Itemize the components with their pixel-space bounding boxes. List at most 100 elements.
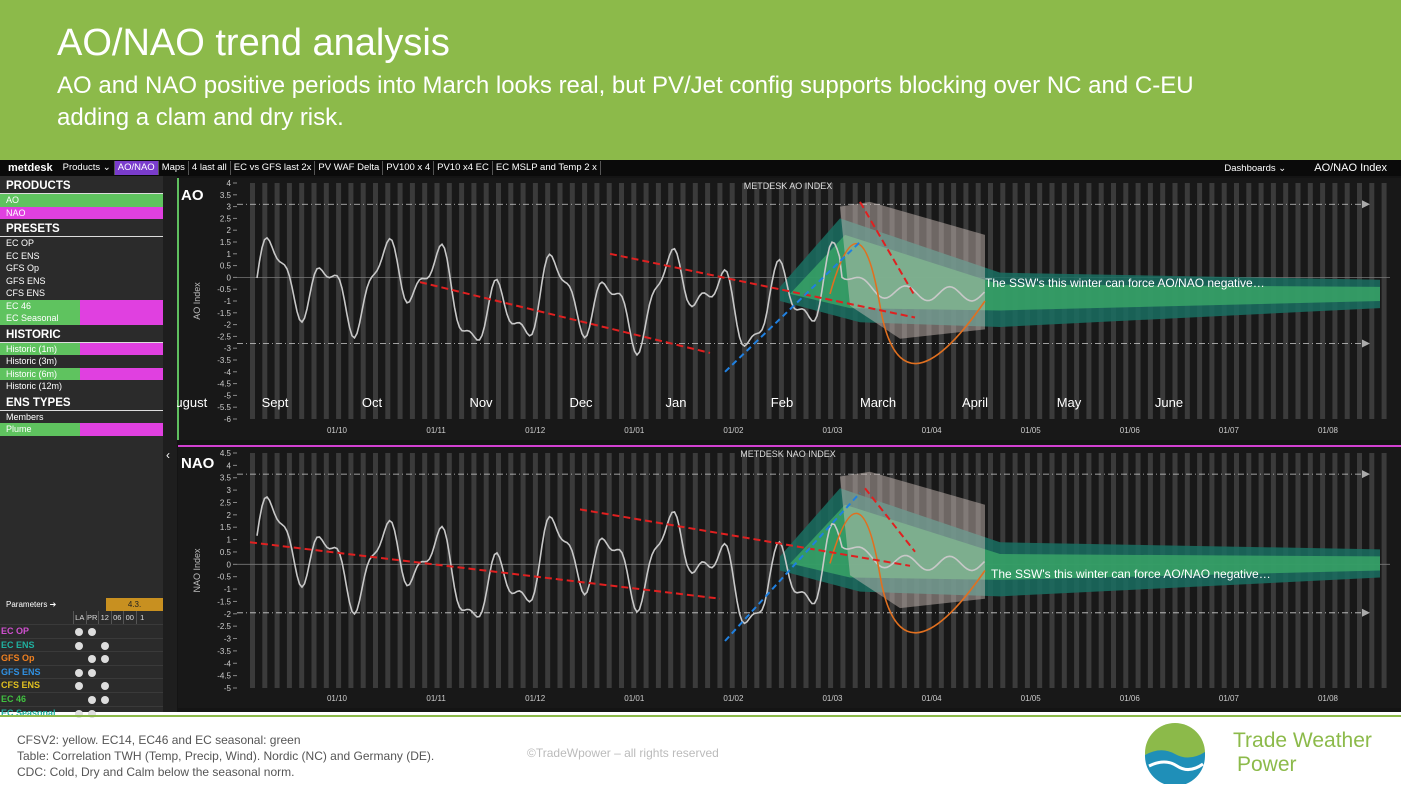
sidebar-item[interactable]: Historic (1m) xyxy=(0,342,163,355)
plume-inner xyxy=(790,234,1380,311)
y-tick-label: -4 xyxy=(224,659,232,668)
parameter-row: EC OP xyxy=(0,624,163,638)
stripe xyxy=(705,183,711,419)
x-tick-label: 01/07 xyxy=(1219,426,1240,435)
stripe xyxy=(729,183,735,419)
stripe xyxy=(286,453,292,688)
y-tick-label: 2 xyxy=(227,226,232,235)
stripe xyxy=(336,183,342,419)
y-tick-label: -3.5 xyxy=(217,356,231,365)
annotation: The SSW's this winter can force AO/NAO n… xyxy=(985,276,1265,290)
logo: metdesk xyxy=(8,162,53,174)
stripe xyxy=(717,183,723,419)
sidebar-item[interactable]: EC OP xyxy=(6,238,35,248)
stripe xyxy=(754,453,760,688)
menu-item[interactable]: Dashboards ⌄ xyxy=(1224,162,1287,174)
x-tick-label: 01/08 xyxy=(1318,426,1339,435)
x-tick-label: 01/11 xyxy=(426,426,446,435)
sidebar-item[interactable]: EC 46 xyxy=(0,299,163,312)
menu-item[interactable]: PV100 x 4 xyxy=(383,161,435,175)
sidebar-item[interactable]: EC Seasonal xyxy=(0,312,163,325)
menu-item[interactable]: EC vs GFS last 2x xyxy=(231,161,316,175)
x-tick-label: 01/02 xyxy=(723,694,744,703)
y-tick-label: 0.5 xyxy=(220,548,232,557)
sidebar-item[interactable]: AO xyxy=(0,194,163,207)
brand-logo xyxy=(1145,723,1205,784)
arrow-head xyxy=(1362,339,1370,348)
y-tick-label: 4 xyxy=(227,179,232,188)
parameters-columns: LA PR 12 06 00 1 xyxy=(73,611,163,624)
month-label: Feb xyxy=(771,395,793,410)
sidebar-item[interactable]: EC ENS xyxy=(6,250,40,261)
parameter-row: GFS Op xyxy=(0,651,163,665)
plume-inner xyxy=(790,504,1380,580)
ensemble-line xyxy=(829,512,986,634)
menu-item[interactable]: AO/NAO Index xyxy=(1314,162,1387,174)
section-title: PRODUCTS xyxy=(0,176,163,194)
stripe xyxy=(557,453,563,688)
stripe xyxy=(742,183,747,419)
y-tick-label: -4 xyxy=(224,368,232,377)
y-tick-label: -1 xyxy=(224,297,232,306)
app-screenshot: metdesk Products ⌄ AO/NAO Maps 4 last all EC … xyxy=(0,160,1401,718)
y-tick-label: -2.5 xyxy=(217,332,231,341)
parameter-row: CFS ENS xyxy=(0,678,163,692)
menu-item[interactable]: PV WAF Delta xyxy=(315,161,384,175)
menu-item[interactable]: AO/NAO xyxy=(114,161,159,175)
charts: 4 3.5 3 2.5 2 1.5 1 0.5 0 -0.5 -1 -1.5 -2 -2.5 -3 -3.5 -… xyxy=(177,178,1401,708)
sidebar-item[interactable]: NAO xyxy=(0,206,163,219)
parameters: Parameters ➔ 4.3. LA PR 12 06 00 1 EC OP EC ENS… xyxy=(0,598,163,719)
sidebar-item[interactable]: GFS Op xyxy=(6,263,40,273)
sidebar-item[interactable]: CFS ENS xyxy=(6,288,46,298)
status-icon xyxy=(88,655,96,664)
y-tick-label: -0.5 xyxy=(217,285,231,294)
y-tick-label: 4.5 xyxy=(220,449,232,458)
stripe xyxy=(471,453,477,688)
sidebar-item[interactable]: Plume xyxy=(0,423,163,436)
status-icon xyxy=(101,641,109,650)
stripe xyxy=(582,183,588,419)
menu-item[interactable]: 4 last all xyxy=(189,161,231,175)
section-title: HISTORIC xyxy=(0,325,163,343)
y-tick-label: 0 xyxy=(227,273,232,282)
stripe xyxy=(446,183,452,419)
trend-arrow xyxy=(859,201,916,297)
trend-arrow xyxy=(579,508,911,567)
parameter-row: GFS ENS xyxy=(0,664,163,679)
sidebar-item[interactable]: Members xyxy=(6,411,44,422)
menu-item[interactable]: EC MSLP and Temp 2 x xyxy=(493,161,601,175)
sidebar-item[interactable]: Historic (6m) xyxy=(0,367,163,380)
menu-item[interactable]: Products ⌄ xyxy=(60,161,115,175)
month-label: Dec xyxy=(569,395,593,410)
y-tick-label: 1 xyxy=(227,536,232,545)
x-tick-label: 01/10 xyxy=(327,694,348,703)
sidebar-item[interactable]: GFS ENS xyxy=(6,275,46,286)
status-icon xyxy=(88,695,96,704)
stripe xyxy=(631,453,637,688)
stripe xyxy=(397,183,403,419)
status-icon xyxy=(75,682,83,691)
stripe xyxy=(397,453,403,688)
month-label: March xyxy=(860,395,896,410)
panel-label: AO xyxy=(181,187,204,204)
collapse-strip[interactable]: ‹ xyxy=(163,176,177,712)
stripe xyxy=(655,183,661,419)
y-tick-label: -3 xyxy=(224,344,232,353)
stripe xyxy=(434,183,440,419)
menu-item[interactable]: PV10 x4 EC xyxy=(434,161,493,175)
sidebar-item[interactable]: Historic (3m) xyxy=(6,356,57,366)
month-label: May xyxy=(1057,395,1082,410)
toolbar: metdesk Products ⌄ AO/NAO Maps 4 last all EC … xyxy=(0,160,1401,176)
parameters-row: Parameters ➔ 4.3. xyxy=(0,598,163,611)
sidebar-item[interactable]: Historic (12m) xyxy=(6,381,63,391)
x-tick-label: 01/11 xyxy=(426,694,446,703)
menu-item[interactable]: Maps xyxy=(159,161,189,175)
status-icon xyxy=(88,628,96,636)
status-icon xyxy=(75,641,83,650)
arrow-head xyxy=(1362,200,1370,209)
stripe xyxy=(274,453,280,688)
stripe xyxy=(569,183,575,419)
parameter-row: EC Seasonal xyxy=(0,705,163,720)
stripe xyxy=(532,453,538,688)
y-tick-label: -0.5 xyxy=(217,573,231,582)
